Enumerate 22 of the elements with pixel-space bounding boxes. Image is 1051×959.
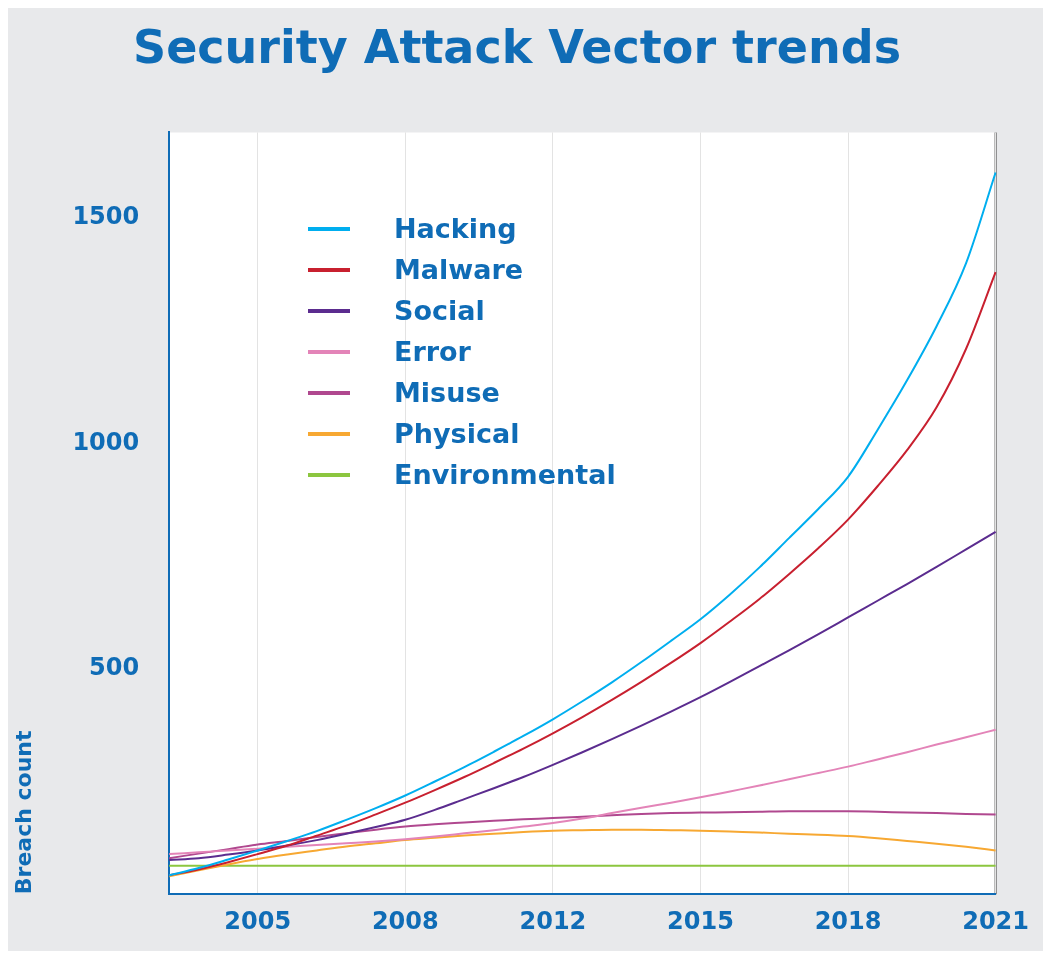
line-series	[168, 810, 997, 860]
legend-label: Social	[394, 295, 485, 326]
x-tick-label: 2021	[962, 906, 1029, 935]
line-series	[168, 828, 997, 878]
legend-label: Physical	[394, 418, 520, 449]
line-series	[168, 530, 997, 861]
x-tick-label: 2015	[667, 906, 734, 935]
legend-label: Error	[394, 336, 471, 367]
legend-label: Misuse	[394, 377, 500, 408]
y-axis-title: Breach count	[10, 729, 36, 895]
x-tick-label: 2012	[519, 906, 587, 935]
legend-label: Malware	[394, 254, 524, 285]
chart-title: Security Attack Vector trends	[133, 20, 902, 74]
y-tick-label: 1000	[72, 427, 140, 456]
x-tick-label: 2018	[814, 906, 882, 935]
x-tick-label: 2008	[371, 906, 439, 935]
y-tick-label: 1500	[72, 202, 140, 231]
x-tick-label: 2005	[224, 906, 292, 935]
line-series	[168, 728, 997, 856]
legend-label: Environmental	[394, 459, 616, 490]
legend-label: Hacking	[394, 213, 517, 244]
y-tick-label: 500	[89, 653, 140, 682]
